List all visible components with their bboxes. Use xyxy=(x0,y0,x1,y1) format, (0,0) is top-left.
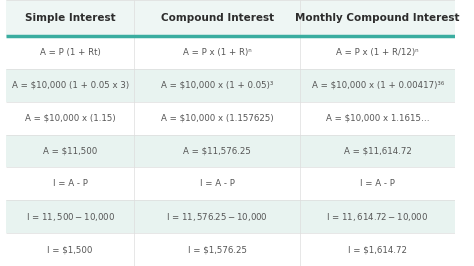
Text: I = $11,614.72 - $10,000: I = $11,614.72 - $10,000 xyxy=(327,211,429,223)
Bar xyxy=(134,0,300,36)
Bar xyxy=(134,36,300,69)
Text: I = $11,576.25 - $10,000: I = $11,576.25 - $10,000 xyxy=(166,211,268,223)
Bar xyxy=(6,200,134,233)
Text: A = $11,500: A = $11,500 xyxy=(43,147,97,155)
Bar xyxy=(300,69,455,102)
Text: Compound Interest: Compound Interest xyxy=(161,13,274,23)
Text: A = $10,000 x (1 + 0.00417)³⁶: A = $10,000 x (1 + 0.00417)³⁶ xyxy=(311,81,444,90)
Bar xyxy=(6,102,134,135)
Bar xyxy=(300,102,455,135)
Bar xyxy=(6,0,134,36)
Text: I = $1,614.72: I = $1,614.72 xyxy=(348,245,407,254)
Bar xyxy=(300,135,455,167)
Text: I = A - P: I = A - P xyxy=(200,179,235,188)
Bar xyxy=(300,200,455,233)
Text: A = $10,000 x 1.1615…: A = $10,000 x 1.1615… xyxy=(326,114,429,123)
Text: A = P x (1 + R)ⁿ: A = P x (1 + R)ⁿ xyxy=(183,48,252,57)
Bar xyxy=(6,36,134,69)
Text: A = P (1 + Rt): A = P (1 + Rt) xyxy=(40,48,100,57)
Bar xyxy=(300,36,455,69)
Text: A = $11,614.72: A = $11,614.72 xyxy=(344,147,411,155)
Bar xyxy=(134,135,300,167)
Text: I = $1,500: I = $1,500 xyxy=(47,245,93,254)
Bar xyxy=(134,167,300,200)
Text: I = $11,500 - $10,000: I = $11,500 - $10,000 xyxy=(26,211,115,223)
Bar xyxy=(134,233,300,266)
Bar xyxy=(134,102,300,135)
Text: A = $10,000 x (1.15): A = $10,000 x (1.15) xyxy=(25,114,116,123)
Bar xyxy=(300,167,455,200)
Text: I = A - P: I = A - P xyxy=(53,179,88,188)
Bar xyxy=(6,135,134,167)
Text: A = $11,576.25: A = $11,576.25 xyxy=(183,147,251,155)
Bar xyxy=(300,233,455,266)
Text: Simple Interest: Simple Interest xyxy=(25,13,116,23)
Bar xyxy=(6,69,134,102)
Bar xyxy=(134,200,300,233)
Text: A = P x (1 + R/12)ⁿ: A = P x (1 + R/12)ⁿ xyxy=(337,48,419,57)
Bar xyxy=(134,69,300,102)
Text: A = $10,000 x (1 + 0.05)³: A = $10,000 x (1 + 0.05)³ xyxy=(161,81,273,90)
Text: I = A - P: I = A - P xyxy=(360,179,395,188)
Bar xyxy=(300,0,455,36)
Text: Monthly Compound Interest: Monthly Compound Interest xyxy=(295,13,460,23)
Text: A = $10,000 (1 + 0.05 x 3): A = $10,000 (1 + 0.05 x 3) xyxy=(12,81,129,90)
Text: A = $10,000 x (1.157625): A = $10,000 x (1.157625) xyxy=(161,114,273,123)
Bar xyxy=(6,233,134,266)
Bar xyxy=(6,167,134,200)
Text: I = $1,576.25: I = $1,576.25 xyxy=(188,245,246,254)
